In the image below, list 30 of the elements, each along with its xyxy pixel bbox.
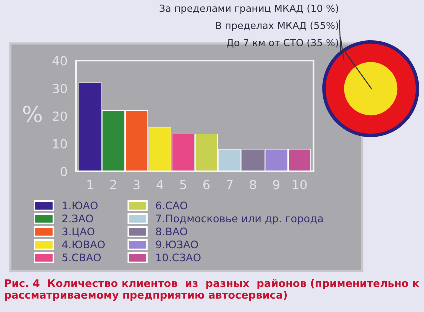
x-tick-label: 6 — [204, 180, 210, 190]
x-tick-label: 8 — [250, 180, 256, 190]
y-tick-label: 10 — [53, 139, 68, 149]
legend-label: 4.ЮВАО — [62, 240, 105, 249]
y-tick-label: 40 — [52, 56, 68, 66]
text: До 7 км от СТО (35 %) — [227, 39, 338, 48]
x-tick-label: 5 — [180, 180, 186, 190]
legend-label: 3.ЦАО — [62, 228, 95, 238]
x-tick-label: 9 — [273, 180, 280, 190]
legend-label: 7.Подмосковье или др. города — [156, 214, 323, 225]
x-tick-label: 3 — [134, 180, 140, 190]
text: Рис. 4 Количество клиентов из разных районов (применительно к рассматриваемому предприятию автосервиса) — [5, 279, 420, 302]
y-tick-label: 30 — [53, 84, 68, 94]
x-tick-label: 1 — [88, 180, 94, 190]
legend-label: 2.ЗАО — [62, 214, 94, 223]
legend-label: 8.ВАО — [156, 228, 188, 236]
legend-label: 10.СЗАО — [156, 254, 201, 262]
x-tick-label: 10 — [293, 180, 307, 190]
x-tick-label: 2 — [110, 180, 116, 190]
legend-label: 1.ЮАО — [63, 202, 98, 210]
y-axis-title: % — [23, 106, 42, 123]
x-tick-label: 4 — [156, 180, 164, 190]
x-tick-label: 7 — [227, 180, 233, 190]
text: В пределах МКАД (55%) — [216, 22, 338, 32]
legend-label: 6.САО — [156, 202, 188, 210]
y-tick-label: 0 — [60, 167, 68, 177]
text: За пределами границ МКАД (10 %) — [160, 4, 338, 14]
legend-label: 5.СВАО — [62, 254, 101, 262]
y-tick-label: 20 — [52, 112, 68, 122]
legend-label: 9.ЮЗАО — [156, 240, 198, 249]
